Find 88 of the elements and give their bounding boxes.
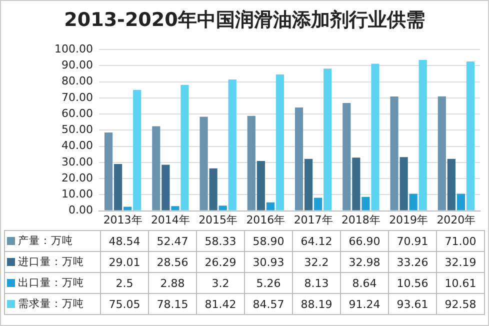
bar (114, 164, 122, 210)
data-label: 3.2 (196, 272, 244, 294)
data-label: 10.61 (436, 272, 484, 294)
data-label: 28.56 (148, 252, 196, 272)
bar (180, 84, 189, 210)
bar (124, 206, 132, 210)
bar (133, 90, 142, 210)
y-tick-label: 60.00 (62, 106, 93, 120)
bar (466, 62, 475, 210)
data-label: 58.33 (196, 230, 244, 252)
data-label: 2.5 (100, 272, 148, 294)
x-tick-label: 2013年 (103, 213, 142, 226)
data-label: 10.56 (388, 272, 436, 294)
bar (104, 132, 113, 210)
bar (152, 126, 160, 210)
data-label: 92.58 (436, 294, 484, 314)
y-tick-label: 90.00 (62, 58, 93, 72)
bar (266, 202, 274, 210)
y-tick-label: 20.00 (62, 171, 93, 184)
data-label: 52.47 (148, 230, 196, 252)
bar (371, 64, 380, 210)
data-label: 75.05 (100, 294, 148, 314)
data-label: 32.98 (340, 252, 388, 272)
data-label: 32.2 (292, 252, 340, 272)
y-tick-label: 80.00 (62, 74, 93, 88)
data-label: 91.24 (340, 294, 388, 314)
y-tick-label: 30.00 (62, 155, 93, 168)
x-tick-label: 2014年 (150, 213, 190, 226)
bar (218, 206, 227, 210)
legend-label: 需求量：万吨 (4, 294, 100, 314)
x-tick-label: 2016年 (246, 213, 286, 226)
bar (456, 194, 465, 210)
data-label: 30.93 (244, 252, 292, 272)
data-label: 5.26 (244, 272, 292, 294)
x-tick-label: 2018年 (341, 213, 380, 226)
bar (162, 164, 170, 210)
bar (200, 116, 208, 210)
y-tick-label: 0.00 (68, 204, 93, 217)
bar (362, 196, 370, 210)
data-label: 78.15 (148, 294, 196, 314)
bar (447, 158, 456, 210)
bar (247, 116, 256, 210)
legend-label: 出口量：万吨 (4, 272, 100, 294)
data-label: 88.19 (292, 294, 340, 314)
data-label: 2.88 (148, 272, 196, 294)
data-label: 58.90 (244, 230, 292, 252)
x-tick-label: 2020年 (436, 213, 476, 226)
bar (256, 160, 265, 210)
data-label: 32.19 (436, 252, 484, 272)
data-label: 48.54 (100, 230, 148, 252)
bar (438, 96, 446, 210)
legend-label: 进口量：万吨 (4, 252, 100, 272)
bar (209, 168, 218, 210)
data-label: 8.13 (292, 272, 340, 294)
data-label: 64.12 (292, 230, 340, 252)
x-tick-label: 2015年 (198, 213, 238, 226)
y-tick-label: 70.00 (62, 90, 93, 104)
y-tick-label: 100.00 (54, 42, 93, 56)
data-label: 33.26 (388, 252, 436, 272)
bar (352, 158, 360, 210)
x-tick-label: 2017年 (294, 213, 333, 226)
bar (400, 157, 408, 210)
y-tick-label: 40.00 (62, 139, 93, 152)
data-label: 84.57 (244, 294, 292, 314)
legend-label: 产量：万吨 (4, 230, 100, 252)
bar (304, 158, 313, 210)
data-label: 66.90 (340, 230, 388, 252)
bar (228, 80, 236, 210)
data-label: 81.42 (196, 294, 244, 314)
bar (342, 102, 351, 210)
data-label: 93.61 (388, 294, 436, 314)
bar (294, 107, 304, 210)
bar (314, 198, 322, 210)
data-label: 71.00 (436, 230, 484, 252)
y-tick-label: 10.00 (62, 188, 93, 201)
bar (390, 96, 398, 210)
data-label: 8.64 (340, 272, 388, 294)
chart-title: 2013-2020年中国润滑油添加剂行业供需 (63, 8, 426, 33)
bar (171, 206, 180, 210)
y-tick-label: 50.00 (62, 123, 93, 136)
x-tick-label: 2019年 (389, 213, 428, 226)
data-label: 29.01 (100, 252, 148, 272)
bar (409, 194, 418, 210)
bar (276, 74, 284, 210)
data-label: 26.29 (196, 252, 244, 272)
bar (418, 60, 427, 210)
bar (324, 68, 332, 210)
data-label: 70.91 (388, 230, 436, 252)
